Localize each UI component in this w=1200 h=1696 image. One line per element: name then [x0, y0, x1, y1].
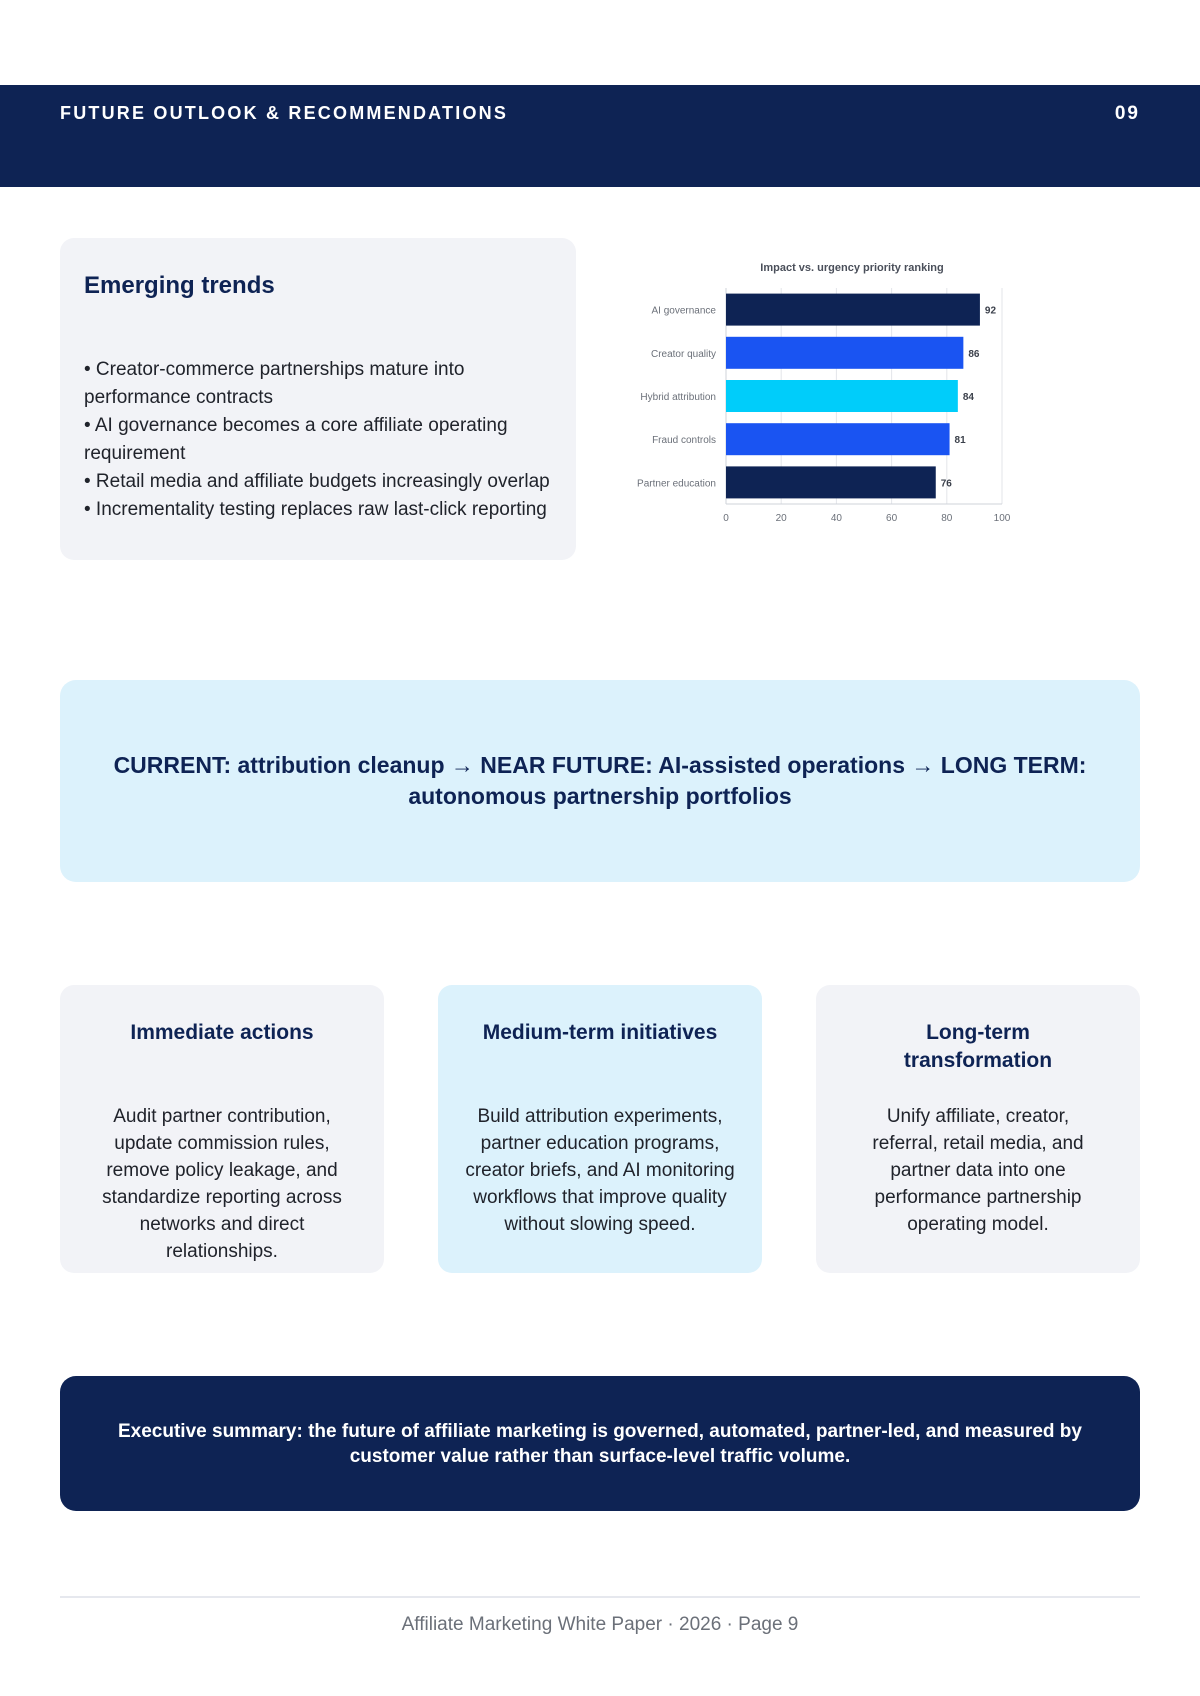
- bar: [726, 380, 958, 412]
- trend-item: • AI governance becomes a core affiliate…: [84, 415, 508, 464]
- x-tick-label: 60: [886, 513, 898, 524]
- long-term-card: Long-term transformation Unify affiliate…: [816, 985, 1140, 1273]
- x-tick-label: 0: [723, 513, 729, 524]
- trend-item: • Retail media and affiliate budgets inc…: [84, 471, 550, 492]
- category-label: AI governance: [652, 306, 717, 317]
- immediate-actions-card: Immediate actions Audit partner contribu…: [60, 985, 384, 1273]
- emerging-trends-list: • Creator-commerce partnerships mature i…: [84, 356, 566, 524]
- bar: [726, 336, 964, 369]
- x-tick-label: 40: [831, 513, 843, 524]
- data-label: 86: [968, 349, 980, 360]
- data-label: 84: [963, 392, 975, 403]
- data-label: 76: [941, 478, 953, 489]
- priority-chart: Impact vs. urgency priority ranking 0 20 40…: [600, 248, 1030, 538]
- emerging-trends-card: [60, 238, 576, 560]
- executive-summary-banner: Executive summary: the future of affilia…: [60, 1376, 1140, 1511]
- card-title: Medium-term initiatives: [482, 1021, 718, 1044]
- x-tick-label: 80: [941, 513, 953, 524]
- timeline-text: CURRENT: attribution cleanup → NEAR FUTU…: [113, 752, 1087, 809]
- bar: [726, 423, 950, 456]
- trend-item: • Creator-commerce partnerships mature i…: [84, 359, 465, 408]
- card-title: Long-term transformation: [903, 1021, 1053, 1072]
- category-label: Creator quality: [651, 349, 716, 360]
- bar: [726, 466, 936, 499]
- data-label: 81: [955, 435, 967, 446]
- priority-bar-chart: Impact vs. urgency priority ranking 0 20 40…: [637, 262, 1011, 524]
- category-label: Hybrid attribution: [640, 392, 716, 403]
- card-title: Immediate actions: [130, 1021, 314, 1044]
- footer-text: Affiliate Marketing White Paper · 2026 ·…: [401, 1614, 799, 1635]
- footer-divider: [60, 1596, 1140, 1598]
- emerging-trends-heading: Emerging trends: [84, 272, 275, 299]
- chart-title: Impact vs. urgency priority ranking: [760, 262, 943, 274]
- card-body: Audit partner contribution, update commi…: [102, 1106, 342, 1262]
- x-tick-label: 100: [994, 513, 1011, 524]
- category-label: Partner education: [637, 478, 716, 489]
- data-label: 92: [985, 306, 997, 317]
- bar: [726, 293, 980, 326]
- x-tick-label: 20: [776, 513, 788, 524]
- trend-item: • Incrementality testing replaces raw la…: [84, 499, 547, 520]
- executive-summary-text: Executive summary: the future of affilia…: [118, 1420, 1082, 1467]
- card-body: Unify affiliate, creator, referral, reta…: [872, 1106, 1084, 1235]
- section-title: FUTURE OUTLOOK & RECOMMENDATIONS: [60, 103, 509, 123]
- header-band: [0, 85, 1200, 187]
- timeline-banner: CURRENT: attribution cleanup → NEAR FUTU…: [60, 680, 1140, 882]
- card-body: Build attribution experiments, partner e…: [465, 1106, 735, 1235]
- page-number: 09: [1114, 103, 1140, 124]
- category-label: Fraud controls: [652, 435, 716, 446]
- medium-term-card: Medium-term initiatives Build attributio…: [438, 985, 762, 1273]
